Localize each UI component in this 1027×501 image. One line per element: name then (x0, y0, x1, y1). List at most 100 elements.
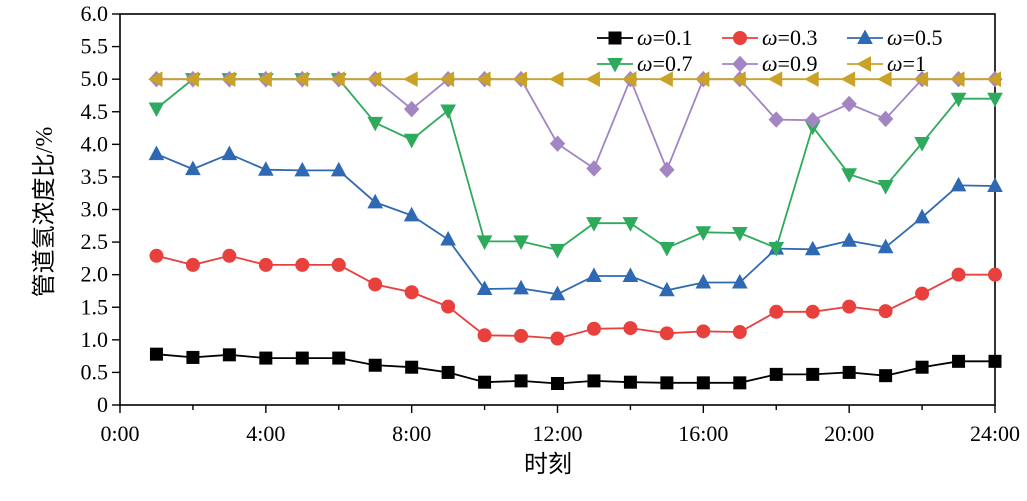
data-point (550, 331, 565, 346)
data-point (294, 161, 311, 177)
y-tick-label: 4.0 (81, 131, 109, 156)
data-point (513, 279, 529, 295)
x-tick-label: 20:00 (824, 421, 874, 446)
data-point (366, 71, 382, 88)
data-point (733, 376, 747, 390)
data-point (404, 285, 419, 300)
data-point (476, 280, 493, 296)
legend-value: =0.3 (778, 25, 818, 50)
legend-label: ω=0.5 (887, 25, 942, 50)
x-tick-label: 24:00 (970, 421, 1020, 446)
data-point (293, 71, 309, 88)
legend-marker (856, 56, 871, 72)
data-point (222, 348, 236, 362)
data-point (259, 351, 273, 365)
legend-item: ω=0.9 (722, 51, 817, 76)
legend-value: =0.5 (903, 25, 943, 50)
data-point (514, 328, 529, 343)
y-tick-label: 1.0 (81, 327, 109, 352)
data-point (841, 95, 857, 113)
data-point (731, 273, 748, 289)
legend-omega: ω (887, 51, 903, 76)
data-point (147, 71, 163, 88)
data-point (185, 257, 200, 272)
data-point (986, 71, 1001, 88)
data-point (549, 285, 566, 301)
data-point (585, 71, 600, 88)
data-point (476, 235, 493, 250)
legend-item: ω=0.7 (597, 51, 692, 76)
data-point (769, 304, 784, 319)
data-point (768, 241, 785, 257)
legend-marker (607, 58, 623, 73)
data-point (841, 232, 858, 247)
data-point (549, 135, 566, 152)
data-point (368, 358, 382, 372)
data-point (987, 177, 1003, 193)
data-point (331, 257, 346, 272)
data-point (659, 326, 674, 341)
data-point (148, 145, 165, 161)
data-point (769, 367, 783, 381)
data-point (513, 235, 529, 250)
data-point (367, 193, 384, 209)
legend-label: ω=0.1 (637, 25, 692, 50)
x-tick-label: 4:00 (246, 421, 285, 446)
legend-value: =0.9 (778, 51, 818, 76)
data-point (441, 365, 455, 379)
y-axis-title: 管道氢浓度比/% (31, 127, 58, 298)
x-axis-title: 时刻 (524, 451, 572, 478)
data-point (949, 71, 965, 88)
y-tick-label: 6.0 (81, 1, 109, 26)
data-point (330, 161, 347, 177)
y-tick-label: 5.0 (81, 66, 109, 91)
legend-omega: ω (762, 51, 778, 76)
data-point (878, 304, 893, 319)
data-point (622, 217, 639, 232)
data-point (586, 267, 602, 282)
series-5 (147, 71, 1001, 88)
data-point (951, 267, 966, 282)
data-point (222, 248, 237, 263)
legend-marker (733, 31, 747, 45)
data-point (403, 71, 418, 88)
y-tick-label: 5.5 (81, 34, 109, 59)
series-1 (149, 248, 1002, 346)
legend-label: ω=0.9 (762, 51, 817, 76)
data-point (767, 71, 783, 88)
data-point (440, 230, 456, 246)
legend-label: ω=0.7 (637, 51, 692, 76)
data-point (988, 354, 1002, 368)
ticks: 0:00 4:00 8:00 12:00 16:00 20:00 24:00 0 0.5 1.0 1… (81, 1, 1021, 446)
data-point (586, 217, 602, 232)
data-point (221, 145, 238, 161)
data-point (623, 321, 638, 336)
y-tick-label: 4.5 (81, 99, 109, 124)
data-point (441, 299, 456, 314)
data-point (622, 267, 639, 282)
series-line (156, 153, 996, 296)
legend-value: =0.7 (653, 51, 693, 76)
data-point (988, 267, 1002, 282)
legend-omega: ω (762, 25, 778, 50)
data-point (659, 161, 675, 178)
data-point (185, 160, 201, 176)
data-point (403, 100, 420, 118)
series-4 (148, 70, 1003, 178)
data-point (332, 351, 346, 365)
data-point (768, 111, 784, 128)
data-point (804, 240, 821, 256)
data-point (660, 376, 674, 390)
data-point (258, 257, 273, 272)
legend-marker (608, 31, 622, 45)
legend-item: ω=1 (847, 51, 926, 76)
series-line (156, 76, 995, 173)
data-point (914, 208, 930, 224)
y-tick-label: 0.5 (81, 359, 109, 384)
data-point (549, 243, 566, 259)
data-point (184, 71, 199, 88)
data-point (950, 176, 967, 192)
data-point (695, 226, 712, 241)
y-tick-label: 0 (97, 392, 108, 417)
data-point (987, 92, 1003, 108)
